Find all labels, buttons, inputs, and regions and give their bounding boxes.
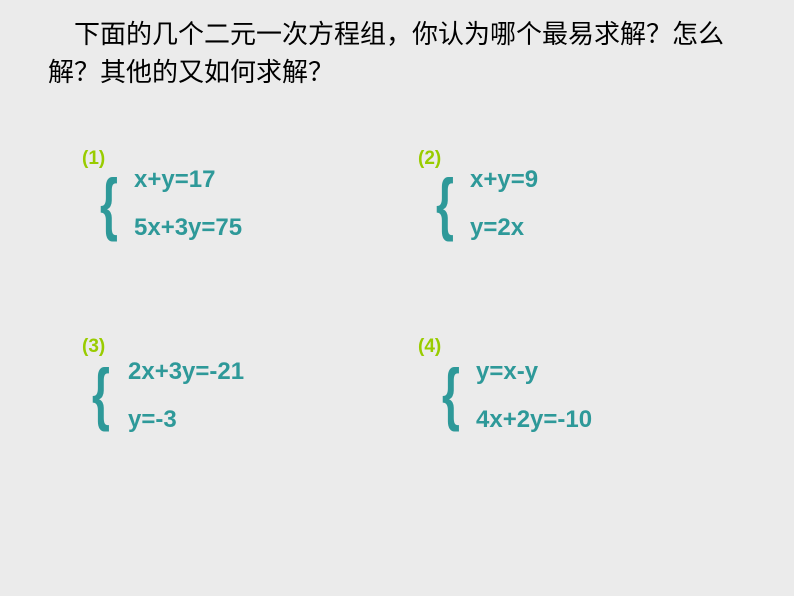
equation-line: y=2x (470, 214, 524, 242)
equation-line: x+y=9 (470, 166, 538, 194)
equation-line: y=-3 (128, 406, 177, 434)
equation-line: y=x-y (476, 358, 538, 386)
brace-icon: { (92, 353, 110, 434)
brace-icon: { (442, 353, 460, 434)
brace-icon: { (100, 163, 118, 244)
equation-line: 2x+3y=-21 (128, 358, 244, 386)
equation-line: x+y=17 (134, 166, 215, 194)
question-text: 下面的几个二元一次方程组，你认为哪个最易求解？怎么解？其他的又如何求解？ (48, 16, 764, 91)
equation-line: 5x+3y=75 (134, 214, 242, 242)
brace-icon: { (436, 163, 454, 244)
equation-line: 4x+2y=-10 (476, 406, 592, 434)
equation-label: (4) (418, 336, 441, 358)
